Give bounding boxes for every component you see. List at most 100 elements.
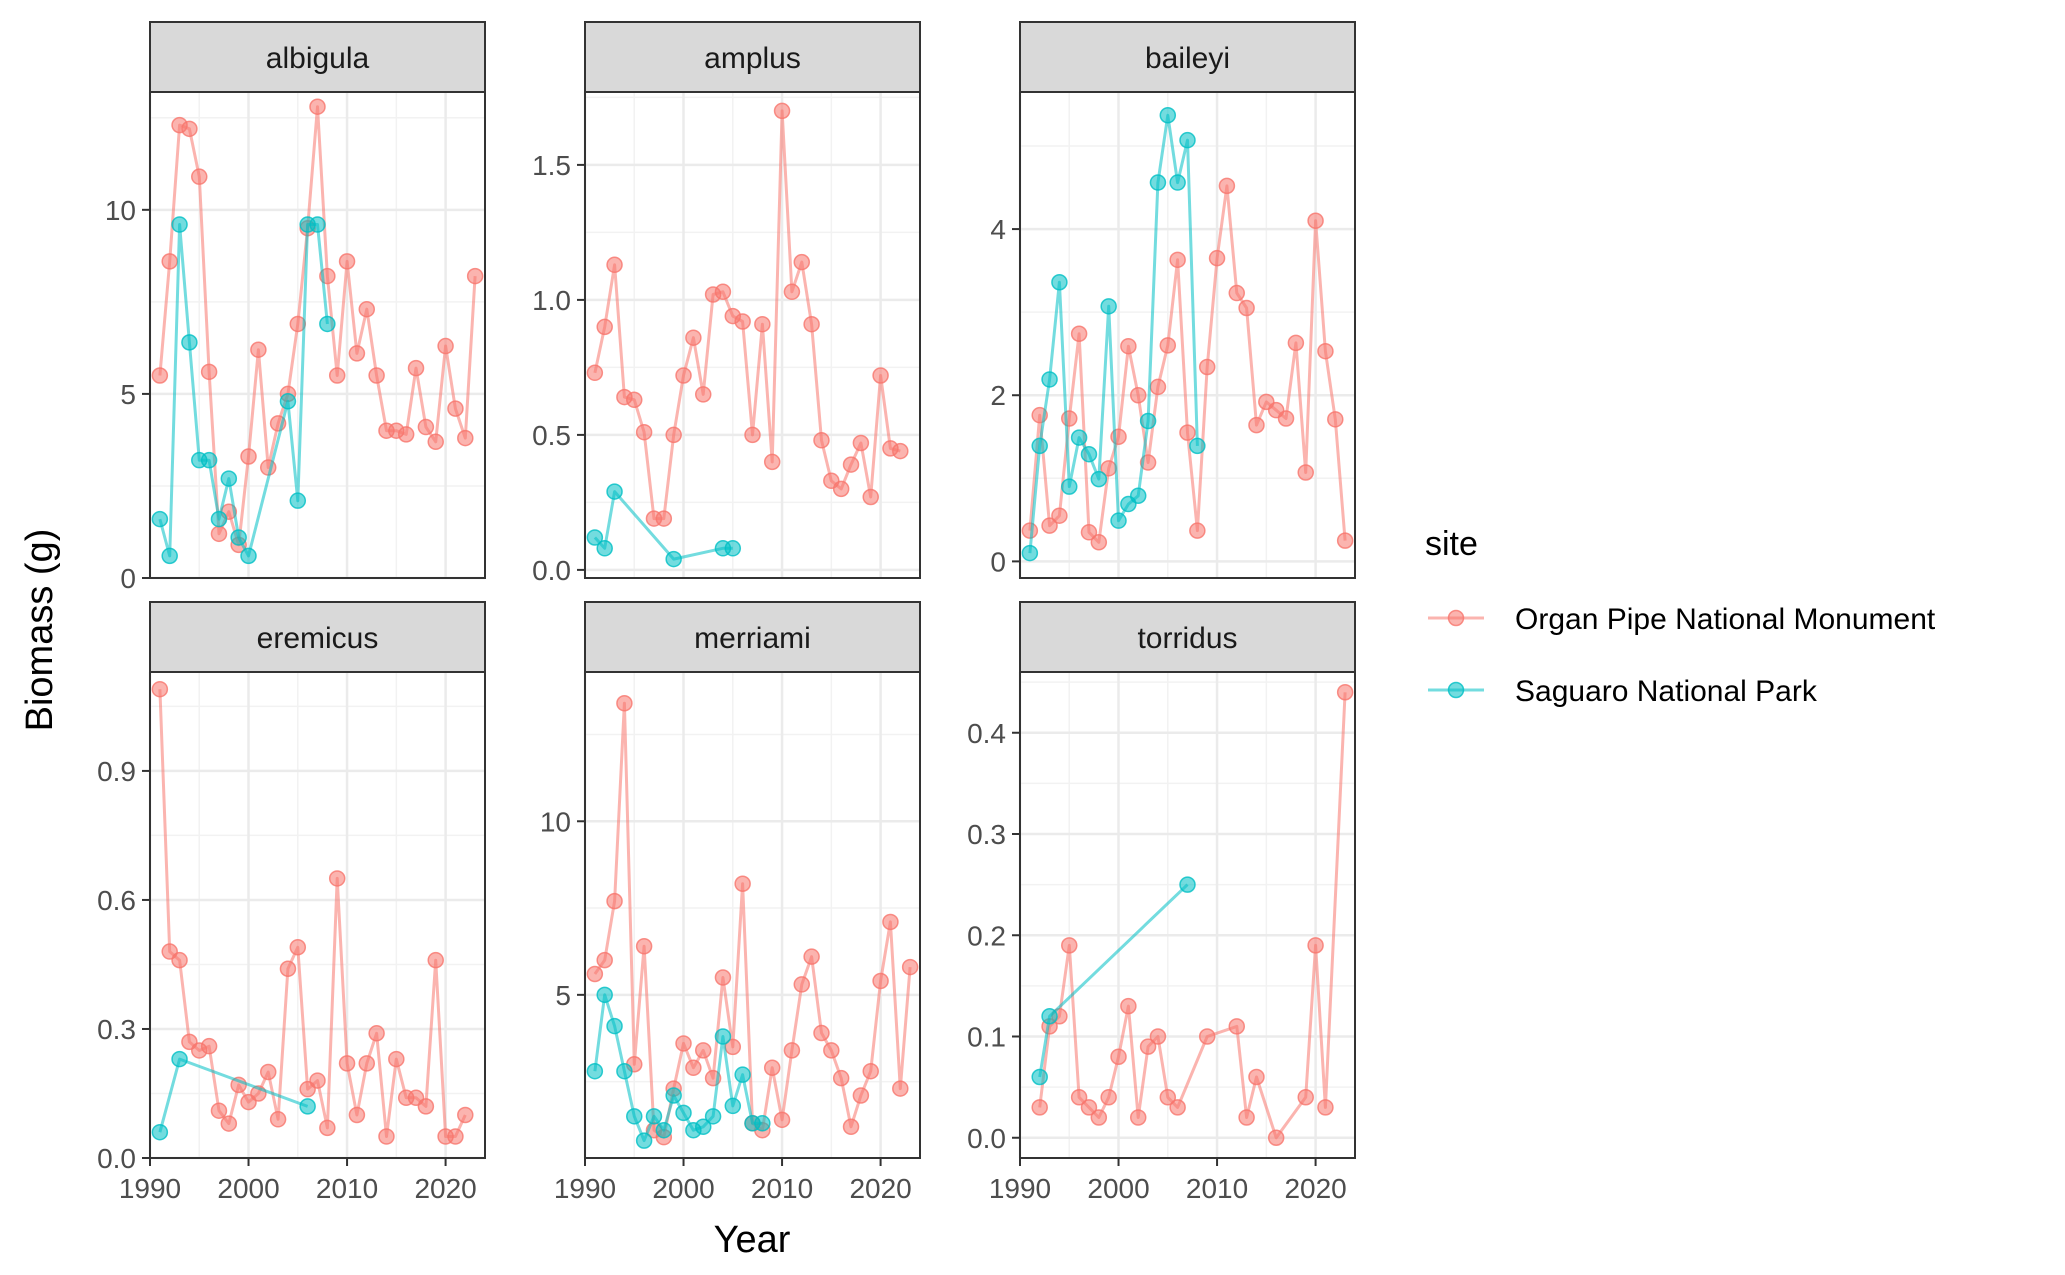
data-point [823,1042,840,1059]
data-point [1090,1109,1108,1126]
y-tick-label: 0.6 [97,885,136,916]
data-point [1228,1018,1246,1035]
data-point [586,529,604,546]
data-point [151,510,169,528]
data-point [1031,437,1048,455]
data-point [1317,1099,1334,1116]
data-point [862,1062,879,1080]
panel-border [149,671,486,1159]
data-point [1041,371,1058,388]
data-point [210,525,228,543]
y-tick-label: 0.5 [532,420,571,451]
plot-background [150,92,485,578]
y-tick-label: 1.0 [532,285,571,316]
data-point [309,98,326,115]
panel-border [584,91,921,579]
data-point [191,168,208,185]
data-point [714,1028,732,1045]
data-point [171,216,188,233]
data-point [892,1080,909,1097]
y-axis-title: Biomass (g) [19,529,61,732]
data-point [694,386,712,403]
data-point [1248,416,1265,434]
data-point [606,256,623,274]
data-point [200,363,218,381]
x-tick-label: 2000 [217,1173,279,1204]
y-tick-label: 0.0 [532,555,571,586]
data-point [338,1055,356,1072]
data-point [466,267,484,285]
data-point [734,1066,751,1083]
data-point [220,470,238,487]
data-point [200,451,218,469]
y-tick-label: 0.0 [967,1123,1006,1154]
data-point [1159,1089,1177,1106]
data-point [616,694,633,712]
data-point [655,1121,673,1139]
data-point [161,547,178,565]
data-point [763,1059,781,1076]
data-point [250,341,267,358]
data-point [388,1050,405,1068]
data-point [586,1062,604,1080]
data-point [447,400,464,417]
data-point [1317,342,1334,360]
facet-panel-albigula: albigula 0 5 10 [105,21,486,594]
data-point [635,937,653,955]
data-point [882,913,899,931]
data-point [1041,517,1058,534]
data-point [675,367,692,384]
y-tick-label: 0.1 [967,1022,1006,1053]
data-point [596,951,613,969]
data-point [655,510,673,527]
series-line [1028,113,1199,554]
facet-strip-label: torridus [1137,622,1237,655]
data-point [872,367,889,384]
data-point [338,253,356,270]
data-point [714,969,732,986]
data-point [407,359,425,377]
facet-panels: albigula 0 5 10 amplus 0.0 0.5 1.0 1.5 baileyi 0 2 4… [97,21,1356,1204]
data-point [1139,412,1157,430]
data-point [181,120,198,138]
data-point [724,1097,742,1115]
x-tick-label: 1990 [119,1173,181,1204]
legend-label: Organ Pipe National Monument [1515,603,1936,636]
data-point [714,283,732,301]
data-point [1129,487,1147,505]
legend-key-point [1447,609,1465,627]
data-point [1070,325,1088,343]
data-point [694,1042,712,1059]
data-point [328,870,346,887]
data-point [1336,532,1354,549]
data-point [1149,378,1167,396]
y-tick-label: 0.3 [97,1014,136,1045]
data-point [1238,1109,1255,1126]
facet-strip-label: amplus [704,42,801,75]
data-point [596,540,613,557]
data-point [171,1050,188,1068]
data-point [773,1111,791,1129]
data-point [754,1115,771,1132]
data-point [1051,507,1068,524]
data-point [626,1108,643,1125]
data-point [872,972,889,990]
facet-panel-merriami: merriami 5 10 1990 2000 2010 2020 [540,601,921,1204]
x-tick-label: 2000 [652,1173,714,1204]
data-point [1307,937,1324,954]
data-point [289,492,307,509]
data-point [793,976,811,993]
data-point [230,529,247,546]
data-point [675,1104,692,1122]
y-tick-label: 0.4 [967,718,1006,749]
data-point [803,948,820,965]
data-point [151,1123,169,1141]
data-point [457,429,474,447]
x-tick-label: 1990 [989,1173,1051,1204]
data-point [1248,1068,1265,1086]
data-point [852,1087,870,1104]
data-point [1110,1048,1127,1065]
data-point [645,1108,663,1125]
data-point [862,488,879,506]
